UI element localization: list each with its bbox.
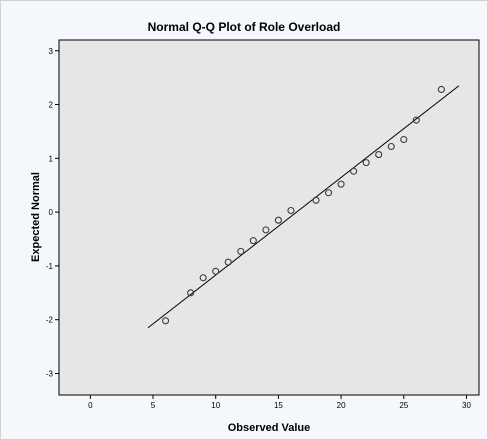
data-point (337, 180, 345, 188)
data-point (350, 167, 358, 175)
y-tick-label: 2 (49, 101, 54, 110)
data-point (287, 206, 295, 215)
data-point (375, 151, 383, 159)
y-tick-label: -2 (46, 316, 54, 325)
x-tick-label: 25 (399, 401, 408, 410)
data-point (187, 289, 195, 297)
reference-line-layer (147, 85, 460, 329)
data-point (237, 247, 245, 255)
x-tick-label: 20 (337, 401, 346, 410)
x-tick-label: 5 (151, 401, 156, 410)
normal-reference-line (147, 85, 460, 329)
chart-title: Normal Q-Q Plot of Role Overload (148, 20, 341, 34)
data-point (199, 274, 207, 282)
plot-area (58, 39, 480, 396)
data-point (387, 142, 395, 151)
data-point (325, 189, 333, 197)
y-tick-label: 0 (49, 208, 54, 217)
x-tick-label: 30 (462, 401, 471, 410)
data-point (262, 226, 270, 234)
data-point (400, 135, 408, 144)
data-point (362, 159, 370, 167)
data-point (224, 258, 232, 266)
data-point (162, 317, 170, 325)
y-tick-label: 3 (49, 47, 54, 56)
y-tick-label: -1 (46, 262, 54, 271)
data-points (162, 85, 445, 325)
data-point (437, 85, 445, 94)
data-point (212, 267, 220, 275)
x-tick-label: 0 (88, 401, 93, 410)
y-tick-label: 1 (49, 154, 54, 163)
y-tick-label: -3 (46, 369, 54, 378)
data-point (312, 196, 320, 204)
y-axis-label: Expected Normal (30, 172, 42, 262)
data-point (412, 116, 420, 124)
x-axis-label: Observed Value (228, 422, 311, 434)
data-point (274, 216, 282, 224)
x-tick-label: 10 (211, 401, 220, 410)
x-tick-label: 15 (274, 401, 283, 410)
axis-ticks: 0 5 10 15 20 25 30 -3 -2 -1 0 1 2 3 (46, 47, 472, 410)
data-point (249, 237, 257, 245)
